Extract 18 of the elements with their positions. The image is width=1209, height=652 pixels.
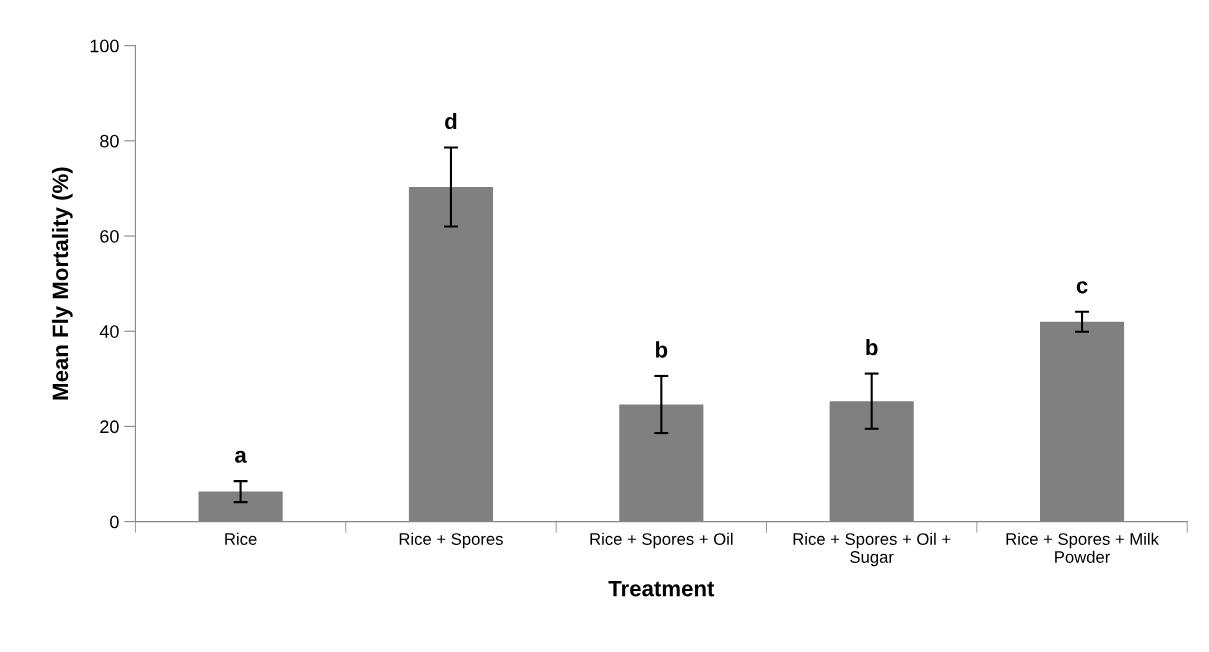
x-tick-label: Rice xyxy=(225,532,257,545)
x-axis-title: Treatment xyxy=(608,580,715,597)
annotation: a xyxy=(235,450,247,463)
annotation: c xyxy=(1076,281,1088,294)
annotation: d xyxy=(445,112,457,130)
y-axis-title: Mean Fly Mortality (%) xyxy=(51,167,73,400)
annotation: b xyxy=(866,338,878,356)
y-tick-label: 40 xyxy=(99,325,119,338)
y-tick-label: 20 xyxy=(100,420,119,434)
y-tick-label: 0 xyxy=(110,515,119,529)
y-tick-label: 100 xyxy=(90,39,119,53)
x-tick-label: Rice + Spores + Oil xyxy=(590,532,733,549)
x-tick-label: Rice + Spores + Oil + Sugar xyxy=(793,532,951,567)
x-tick-label: Rice + Spores xyxy=(399,532,503,549)
x-tick-label: Rice + Spores + Milk Powder xyxy=(1006,532,1159,563)
y-tick-label: 80 xyxy=(100,134,119,148)
y-tick-label: 60 xyxy=(100,229,119,243)
annotation: b xyxy=(656,341,668,358)
